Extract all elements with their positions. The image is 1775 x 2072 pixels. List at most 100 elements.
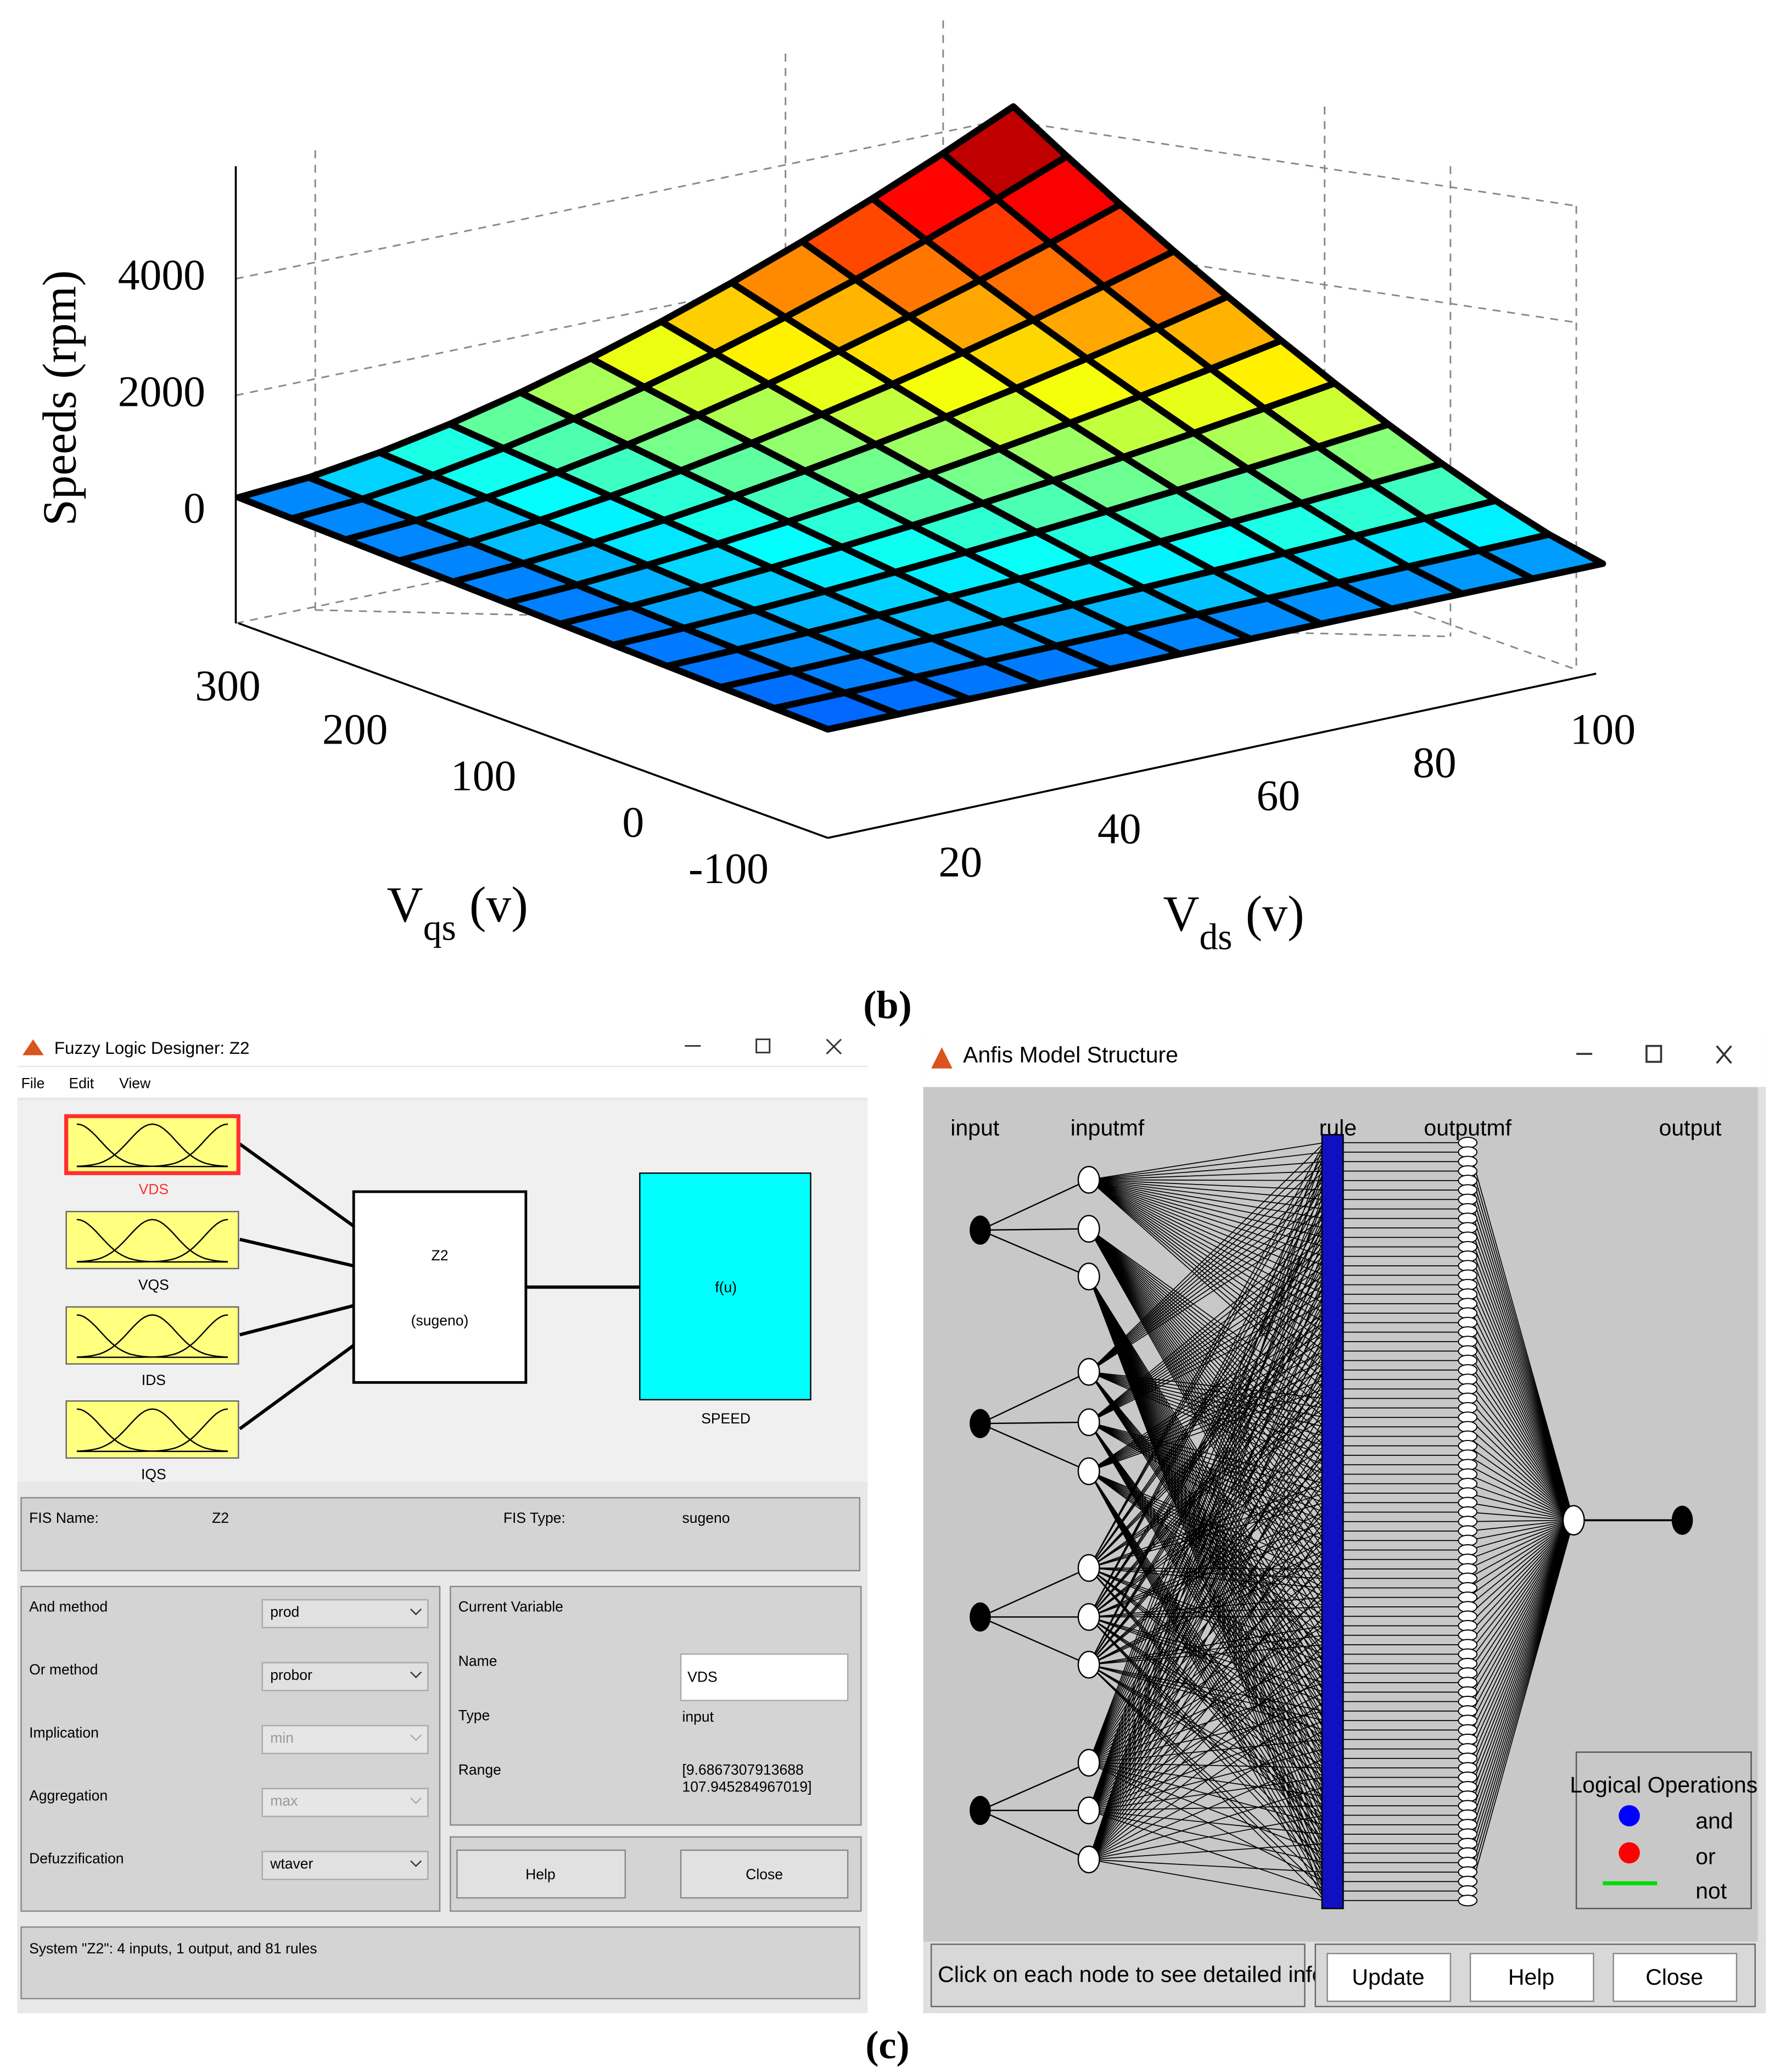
mf-node[interactable] [1077,1408,1100,1437]
membership-curve [76,1408,228,1452]
edge [1467,1520,1574,1655]
edge [1088,1276,1325,1835]
method-label: Or method [29,1661,98,1678]
mf-node[interactable] [1077,1749,1100,1777]
edge [1089,1179,1325,1200]
edge [1088,1293,1325,1423]
edge [1088,1276,1325,1891]
mf-node[interactable] [1077,1603,1100,1631]
edge [1467,1520,1575,1853]
mf-node[interactable] [1077,1554,1100,1582]
edge [1089,1179,1325,1228]
output-box[interactable] [639,1172,811,1400]
edge [1088,1567,1325,1655]
button[interactable] [1326,1953,1452,2002]
edge [1088,1276,1325,1721]
edge [1467,1520,1575,1901]
edge [1088,1276,1325,1683]
legend-swatch [1619,1805,1640,1827]
outputmf-node[interactable] [1458,1895,1478,1907]
edge [1467,1265,1575,1521]
edge [1088,1762,1325,1854]
edge [1467,1417,1574,1521]
dropdown[interactable] [261,1599,429,1628]
button[interactable] [1612,1953,1738,2002]
mf-node[interactable] [1077,1457,1100,1485]
edge [1088,1276,1325,1740]
button-label: Help [525,1866,556,1883]
edge [1088,1483,1325,1568]
menu-item[interactable]: View [119,1075,151,1092]
range-label: Range [458,1761,501,1778]
mf-node[interactable] [1077,1650,1100,1679]
edge [1088,1471,1325,1891]
method-value: min [270,1729,294,1746]
input-node[interactable] [970,1796,991,1825]
dropdown[interactable] [261,1725,429,1755]
membership-curve [76,1219,228,1263]
button[interactable] [1469,1953,1594,2002]
membership-curve [76,1123,228,1167]
name-field[interactable] [680,1653,849,1701]
membership-curve [76,1314,228,1358]
menu-item[interactable]: File [21,1075,45,1092]
edge [1088,1276,1325,1768]
edge [1089,1179,1325,1210]
edge [1088,1276,1325,1901]
dropdown-arrow [410,1797,422,1805]
edge [1088,1228,1325,1607]
edge [1088,1568,1325,1763]
dropdown[interactable] [261,1851,429,1880]
mf-node[interactable] [1077,1358,1100,1386]
system-box[interactable] [352,1190,528,1384]
menu-item[interactable]: Edit [69,1075,94,1092]
edge [1089,1664,1325,1712]
edge [1468,1493,1574,1521]
fis-name: Z2 [212,1510,229,1526]
button[interactable] [680,1849,849,1899]
edge [1467,1247,1575,1521]
agg-node[interactable] [1562,1505,1585,1536]
edge [1088,1228,1325,1588]
button[interactable] [456,1849,626,1899]
edge [1467,1408,1574,1521]
input-node[interactable] [970,1215,991,1245]
edge [1467,1398,1574,1521]
name-label: Name [458,1653,497,1669]
mf-node[interactable] [1077,1215,1100,1243]
window-controls[interactable] [1576,1045,1732,1064]
output-node[interactable] [1671,1505,1693,1535]
mf-node[interactable] [1077,1263,1100,1291]
edge [1468,1502,1574,1521]
mf-node[interactable] [1077,1796,1100,1825]
window-controls[interactable] [685,1038,842,1055]
mf-node[interactable] [1077,1165,1100,1194]
edge [1467,1520,1574,1579]
edge [1088,1276,1325,1882]
edge [1467,1520,1575,1702]
edge [1088,1701,1325,1860]
label-main: V [1163,886,1199,942]
edge [1088,1664,1325,1882]
edge [1088,1275,1325,1423]
input-node[interactable] [970,1602,991,1632]
edge [1467,1171,1575,1521]
edge [1467,1520,1575,1721]
edge [1089,1616,1325,1683]
mf-node[interactable] [1077,1845,1100,1874]
edge [1089,1170,1325,1181]
current-title: Current Variable [458,1599,563,1615]
edge [1088,1228,1325,1579]
z-label: Speeds (rpm) [33,270,86,526]
app-icon [23,1039,44,1055]
edge [1089,1859,1325,1901]
title-bar [17,1032,868,1066]
edge [1088,1276,1325,1655]
dropdown[interactable] [261,1788,429,1817]
edge [979,1762,1089,1811]
ticks: 4000 2000 0 300 200 100 0 -100 20 40 60 … [118,251,1636,893]
input-node[interactable] [970,1409,991,1438]
dropdown[interactable] [261,1662,429,1691]
edge [1089,1739,1325,1763]
